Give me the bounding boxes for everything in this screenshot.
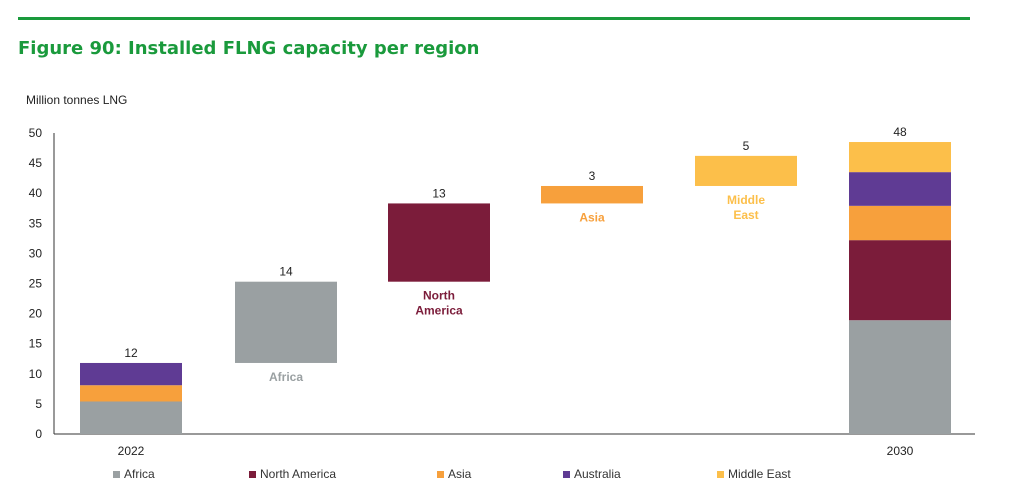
legend-item: North America xyxy=(249,467,336,481)
bar-segment-north-america xyxy=(849,240,951,321)
bar-segment-africa xyxy=(80,401,182,434)
x-tick-label: 2030 xyxy=(887,444,914,458)
increment-bar-africa xyxy=(235,281,337,363)
legend-label: Africa xyxy=(124,467,155,481)
increment-value-label: 13 xyxy=(432,186,446,200)
bar-segment-africa xyxy=(849,320,951,434)
y-tick-label: 50 xyxy=(29,126,43,140)
increment-category-label-line: North xyxy=(423,289,455,303)
chart-title: Figure 90: Installed FLNG capacity per r… xyxy=(18,38,480,59)
bar-total-label: 12 xyxy=(124,346,138,360)
increment-bar-middle-east xyxy=(695,155,797,186)
increment-category-label: North America xyxy=(415,289,463,318)
legend-item: Australia xyxy=(563,467,621,481)
bar-segment-australia xyxy=(80,362,182,386)
y-tick-label: 45 xyxy=(29,156,43,170)
increment-bar-asia xyxy=(541,185,643,204)
increment-category-label: Africa xyxy=(269,370,303,384)
header-rule xyxy=(18,17,970,20)
increment-category-label: Asia xyxy=(579,210,605,224)
increment-category-label-line: Asia xyxy=(579,210,605,224)
increment-category-label-line: America xyxy=(415,304,463,318)
legend-swatch xyxy=(113,470,120,478)
y-tick-label: 30 xyxy=(29,246,43,260)
bar-segment-asia xyxy=(80,385,182,402)
y-tick-label: 5 xyxy=(35,397,42,411)
bar-segment-asia xyxy=(849,205,951,241)
legend-item: Asia xyxy=(437,467,471,481)
bar-total-label: 48 xyxy=(893,125,907,139)
y-tick-label: 10 xyxy=(29,367,43,381)
y-tick-label: 35 xyxy=(29,216,43,230)
legend-swatch xyxy=(717,470,724,478)
legend-item: Middle East xyxy=(717,467,791,481)
increment-bar-north-america xyxy=(388,203,490,282)
legend-label: Australia xyxy=(574,467,621,481)
bar-segment-middle-east xyxy=(849,142,951,173)
increment-value-label: 3 xyxy=(589,169,596,183)
increment-category-label: Middle East xyxy=(727,193,765,222)
y-tick-label: 25 xyxy=(29,277,43,291)
y-tick-label: 40 xyxy=(29,186,43,200)
legend-swatch xyxy=(563,470,570,478)
y-tick-label: 20 xyxy=(29,307,43,321)
y-tick-label: 0 xyxy=(35,427,42,441)
legend-label: Middle East xyxy=(728,467,791,481)
increment-category-label-line: Africa xyxy=(269,370,303,384)
y-tick-label: 15 xyxy=(29,337,43,351)
y-axis-label: Million tonnes LNG xyxy=(26,93,128,107)
legend-swatch xyxy=(249,470,256,478)
legend-label: North America xyxy=(260,467,337,481)
x-tick-label: 2022 xyxy=(118,444,145,458)
increment-value-label: 5 xyxy=(743,139,750,153)
increment-category-label-line: East xyxy=(733,208,758,222)
legend-label: Asia xyxy=(448,467,472,481)
legend-item: Africa xyxy=(113,467,155,481)
increment-value-label: 14 xyxy=(279,265,293,279)
legend-swatch xyxy=(437,470,444,478)
bar-segment-australia xyxy=(849,172,951,206)
increment-category-label-line: Middle xyxy=(727,193,765,207)
